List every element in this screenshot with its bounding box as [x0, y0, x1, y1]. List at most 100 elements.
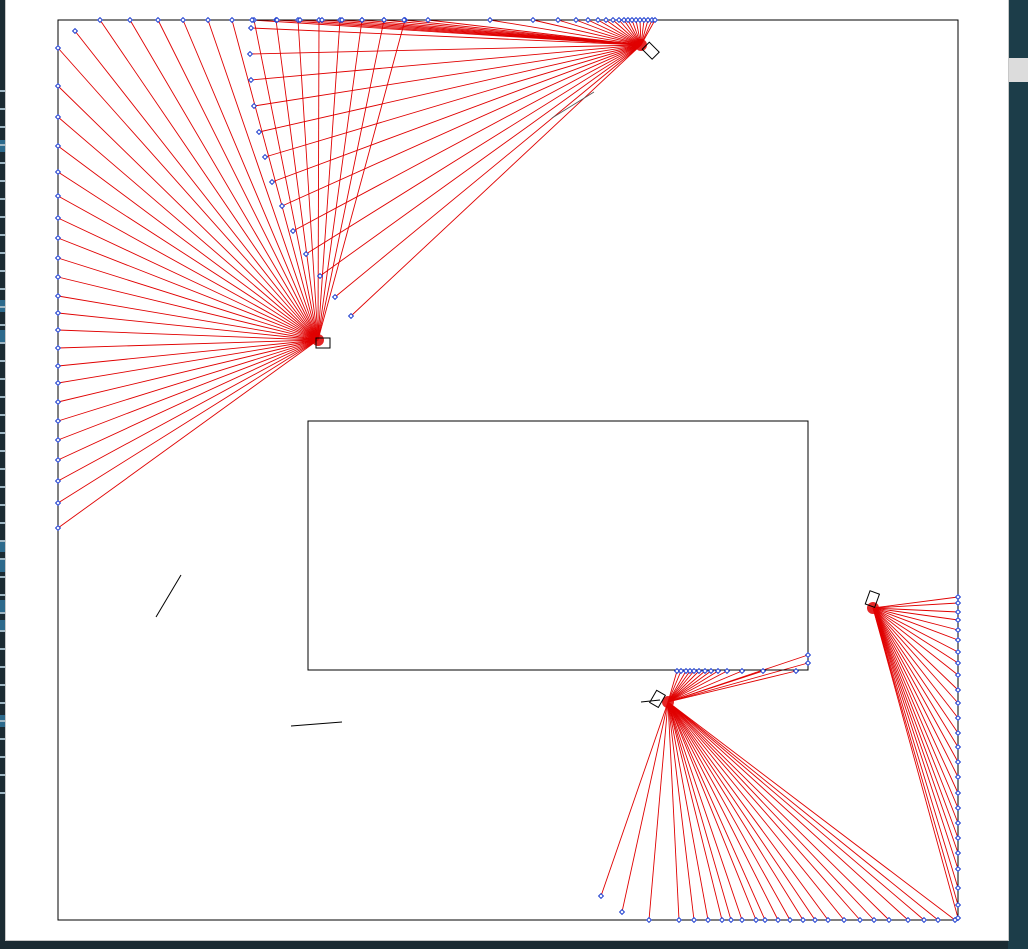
- background-code-glyph: [0, 648, 6, 650]
- lidar-hit-point-icon: [302, 250, 310, 258]
- background-code-glyph: [0, 252, 6, 254]
- lidar-hit-point-icon: [529, 16, 537, 24]
- lidar-hit-point-icon: [246, 50, 254, 58]
- center-obstacle: [307, 420, 809, 671]
- lidar-hit-point-icon: [316, 272, 324, 280]
- robot-sensor-icon: [641, 41, 660, 60]
- lidar-hit-point-icon: [954, 626, 962, 634]
- lidar-ray: [667, 670, 743, 703]
- lidar-hit-point-icon: [618, 908, 626, 916]
- lidar-ray: [872, 607, 959, 778]
- lidar-ray: [231, 19, 319, 341]
- lidar-hit-points-layer: [54, 16, 962, 924]
- lidar-ray: [667, 701, 743, 921]
- obstacle-segment: [551, 91, 595, 119]
- environment-walls: [57, 19, 959, 921]
- lidar-hit-point-icon: [675, 916, 683, 924]
- lidar-hit-point-icon: [54, 379, 62, 387]
- lidar-hit-point-icon: [228, 16, 236, 24]
- lidar-ray: [872, 607, 959, 748]
- lidar-ray: [667, 701, 804, 921]
- lidar-ray: [264, 44, 642, 158]
- lidar-ray: [667, 701, 939, 921]
- lidar-ray: [667, 701, 695, 921]
- lidar-ray: [872, 607, 959, 641]
- lidar-ray: [427, 19, 642, 46]
- simulation-canvas[interactable]: [6, 0, 1008, 940]
- background-code-glyph: [0, 180, 6, 182]
- background-code-glyph: [0, 738, 6, 740]
- lidar-ray: [667, 654, 809, 703]
- lidar-ray: [872, 607, 959, 613]
- lidar-ray: [667, 701, 829, 921]
- lidar-ray: [667, 701, 723, 921]
- lidar-hit-point-icon: [247, 24, 255, 32]
- lidar-hit-point-icon: [54, 417, 62, 425]
- background-code-glyph: [0, 108, 6, 110]
- lidar-ray: [667, 701, 779, 921]
- lidar-hit-point-icon: [624, 16, 632, 24]
- outer-boundary-wall: [57, 19, 959, 921]
- lidar-hit-point-icon: [358, 16, 366, 24]
- lidar-ray: [872, 607, 959, 854]
- lidar-ray: [667, 701, 925, 921]
- background-code-glyph: [0, 90, 6, 92]
- lidar-hit-point-icon: [954, 729, 962, 737]
- lidar-hit-point-icon: [904, 916, 912, 924]
- lidar-hit-point-icon: [690, 916, 698, 924]
- lidar-hit-point-icon: [954, 865, 962, 873]
- lidar-hit-point-icon: [811, 916, 819, 924]
- lidar-hit-point-icon: [54, 499, 62, 507]
- background-code-glyph: [0, 558, 6, 560]
- background-code-glyph: [0, 270, 6, 272]
- lidar-hit-point-icon: [954, 659, 962, 667]
- lidar-hit-point-icon: [954, 636, 962, 644]
- lidar-hit-point-icon: [651, 16, 659, 24]
- lidar-ray: [57, 217, 319, 341]
- lidar-ray: [667, 670, 728, 703]
- lidar-ray: [872, 607, 959, 719]
- lidar-hit-point-icon: [804, 651, 812, 659]
- background-code-glyph: [0, 774, 6, 776]
- lidar-hit-point-icon: [71, 27, 79, 35]
- lidar-ray: [305, 44, 642, 255]
- lidar-ray: [334, 44, 642, 298]
- lidar-hit-point-icon: [954, 758, 962, 766]
- lidar-hit-point-icon: [920, 916, 928, 924]
- background-highlight: [0, 140, 10, 152]
- lidar-ray: [872, 607, 959, 870]
- lidar-hit-point-icon: [318, 16, 326, 24]
- background-code-glyph: [0, 468, 6, 470]
- lidar-simulation-window[interactable]: [6, 0, 1008, 940]
- lidar-ray: [250, 27, 642, 46]
- background-code-glyph: [0, 666, 6, 668]
- lidar-hit-point-icon: [261, 153, 269, 161]
- lidar-hit-point-icon: [347, 312, 355, 320]
- background-code-glyph: [0, 378, 6, 380]
- lidar-ray: [667, 670, 712, 703]
- lidar-hit-point-icon: [673, 667, 681, 675]
- lidar-ray: [667, 701, 845, 921]
- lidar-hit-point-icon: [54, 362, 62, 370]
- lidar-hit-point-icon: [54, 477, 62, 485]
- robot-sensor-icon: [315, 337, 331, 349]
- lidar-ray: [667, 701, 757, 921]
- lidar-ray: [667, 701, 791, 921]
- lidar-hit-point-icon: [954, 789, 962, 797]
- lidar-hit-point-icon: [296, 16, 304, 24]
- lidar-hit-point-icon: [786, 916, 794, 924]
- lidar-hit-point-icon: [636, 16, 644, 24]
- lidar-hit-point-icon: [640, 16, 648, 24]
- lidar-ray: [403, 19, 642, 46]
- robot-heading-marker: [640, 699, 661, 703]
- lidar-ray: [872, 607, 959, 824]
- lidar-hit-point-icon: [954, 699, 962, 707]
- lidar-ray: [575, 19, 642, 46]
- lidar-hit-point-icon: [954, 834, 962, 842]
- lidar-ray: [872, 607, 959, 653]
- lidar-hit-point-icon: [792, 667, 800, 675]
- lidar-hit-point-icon: [609, 16, 617, 24]
- lidar-hit-point-icon: [154, 16, 162, 24]
- lidar-hit-point-icon: [677, 667, 685, 675]
- background-code-glyph: [0, 720, 6, 722]
